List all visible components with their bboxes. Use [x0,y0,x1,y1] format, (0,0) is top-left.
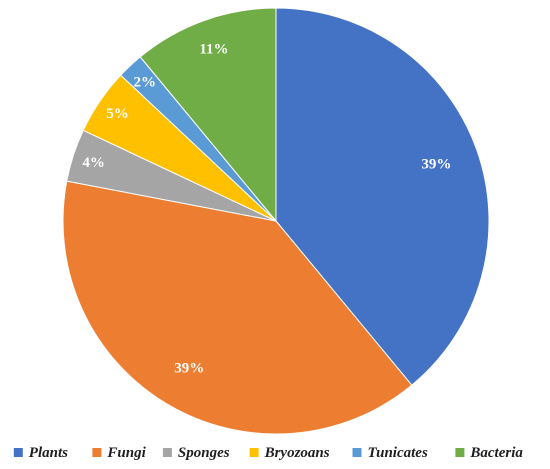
legend-swatch-bacteria [455,448,465,457]
legend-swatch-bryozoans [249,448,259,457]
legend-swatch-plants [13,448,23,457]
data-label-sponges: 4% [82,155,105,171]
pie-data-labels: 39% 39% 4% 5% 2% 11% [82,42,451,377]
data-label-fungi: 39% [174,361,204,377]
pie-slices [62,7,490,435]
pie-slice-bacteria [139,7,277,223]
legend-item-plants: Plants [13,445,68,461]
legend-item-bacteria: Bacteria [455,445,523,461]
legend-swatch-fungi [92,448,102,457]
legend-swatch-sponges [162,448,172,457]
pie-slice-fungi [62,180,413,435]
legend-label-bryozoans: Bryozoans [264,445,330,461]
pie-slice-plants [275,7,490,386]
legend-swatch-tunicates [352,448,362,457]
legend-item-fungi: Fungi [92,445,147,461]
legend-label-tunicates: Tunicates [368,445,428,461]
data-label-bacteria: 11% [199,42,228,58]
data-label-bryozoans: 5% [106,106,129,122]
legend: Plants Fungi Sponges Bryozoans Tunicates Bact… [13,445,523,461]
legend-label-fungi: Fungi [106,445,146,461]
legend-item-sponges: Sponges [162,445,230,461]
legend-label-bacteria: Bacteria [469,445,523,461]
legend-label-plants: Plants [29,445,68,461]
data-label-plants: 39% [421,156,451,172]
legend-item-bryozoans: Bryozoans [249,445,330,461]
legend-label-sponges: Sponges [178,445,230,461]
data-label-tunicates: 2% [134,74,157,90]
legend-item-tunicates: Tunicates [352,445,428,461]
